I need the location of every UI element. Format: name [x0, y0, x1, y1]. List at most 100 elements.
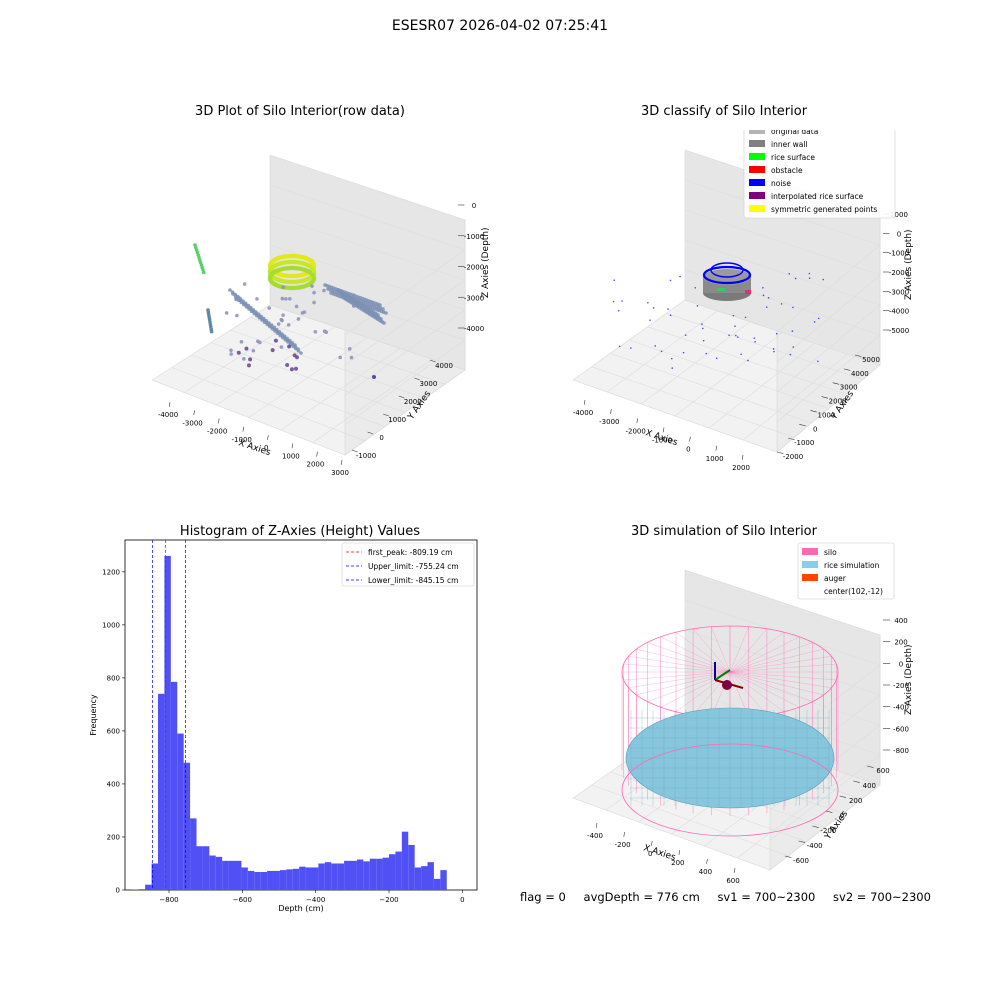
panel2-y-tick-label: 0	[813, 425, 817, 433]
panel2-title: 3D classify of Silo Interior	[640, 104, 808, 119]
raw-point	[287, 297, 292, 301]
histogram-x-tick-label: 0	[460, 896, 464, 904]
panel2-y-tick-label: 4000	[851, 370, 869, 378]
histogram-bar	[408, 844, 415, 890]
raw-point	[281, 313, 285, 317]
raw-point	[285, 336, 289, 341]
histogram-reference-lines	[152, 540, 186, 890]
noise-point	[660, 350, 663, 353]
panel2-legend-swatch	[749, 130, 765, 134]
histogram-bar	[267, 870, 274, 890]
raw-point	[372, 375, 376, 379]
noise-point	[613, 279, 616, 282]
noise-point	[736, 336, 739, 338]
raw-point	[296, 347, 300, 351]
panel2-legend-swatch	[749, 140, 765, 147]
panel4-legend-swatch	[802, 561, 818, 568]
raw-point	[242, 357, 246, 361]
histogram-x-ticks: −800 −600 −400 −200 0	[159, 890, 465, 904]
panel2-y-tick-label: -2000	[783, 453, 803, 461]
raw-point	[251, 348, 256, 353]
noise-point	[735, 334, 737, 337]
panel4-legend-label: center(102,-12)	[824, 587, 883, 596]
raw-point	[277, 330, 282, 334]
histogram-y-tick-label: 0	[116, 887, 120, 895]
histogram-xlabel: Depth (cm)	[278, 904, 323, 913]
silo-spoke	[729, 656, 832, 673]
histogram-bar	[260, 871, 268, 890]
histogram-bar	[324, 862, 332, 890]
noise-point	[788, 273, 791, 275]
raw-point	[255, 297, 259, 301]
raw-point	[256, 339, 260, 344]
noise-point	[808, 272, 811, 275]
ring-point	[311, 275, 317, 280]
histogram-bar	[344, 860, 351, 890]
panel1-y-tick-label: 2000	[404, 398, 422, 406]
histogram-bar	[312, 867, 319, 890]
panel2-z-tick-label: -4000	[889, 308, 909, 316]
raw-point	[351, 304, 356, 308]
silo-spoke	[660, 636, 731, 673]
noise-point	[734, 325, 736, 327]
panel1-y-tick-label: 4000	[435, 362, 453, 370]
panel2-z-tick-label: -5000	[889, 327, 909, 335]
raw-point	[224, 311, 229, 315]
histogram-bar	[376, 858, 383, 890]
silo-spoke	[729, 671, 824, 696]
panel2-zlabel: Z Axies (Depth)	[904, 229, 914, 300]
noise-point	[789, 353, 792, 356]
panel4-x-tick-label: -200	[615, 841, 631, 849]
histogram-ylabel: Frequency	[89, 694, 98, 736]
noise-point	[682, 351, 685, 354]
raw-point	[299, 351, 303, 355]
raw-point	[280, 332, 284, 336]
histogram-x-tick-label: −800	[159, 896, 178, 904]
raw-point	[293, 343, 297, 347]
panel4-z-ticks: 400 200 0 -200 -400 -600 -800	[883, 617, 909, 755]
noise-point	[669, 279, 672, 282]
raw-point	[288, 338, 292, 343]
panel4-silo-simulation	[621, 625, 839, 837]
raw-point	[379, 317, 383, 321]
raw-point	[272, 325, 276, 330]
histogram-bar	[228, 860, 235, 890]
histogram-x-tick-label: −200	[379, 896, 398, 904]
histogram-bar	[331, 863, 338, 890]
panel1-x-tick-label: 0	[264, 444, 268, 452]
noise-point	[612, 300, 615, 303]
noise-point	[670, 357, 673, 360]
noise-point	[792, 346, 795, 348]
panel1-y-tick-label: -1000	[356, 452, 376, 460]
noise-point	[794, 277, 797, 280]
panel4-zlabel: Z Axies (Depth)	[904, 644, 914, 715]
histogram-bar	[440, 870, 447, 890]
raw-point	[312, 290, 316, 295]
noise-point	[744, 316, 747, 319]
raw-point	[233, 292, 237, 297]
noise-point	[617, 309, 620, 312]
panel1-points	[193, 243, 388, 379]
figure-title: ESESR07 2026-04-02 07:25:41	[391, 18, 609, 34]
panel2-legend-swatch	[749, 205, 765, 212]
histogram-y-tick-label: 400	[107, 780, 120, 788]
panel1-x-tick-label: -1000	[232, 436, 252, 444]
histogram-bar	[170, 681, 178, 890]
panel4-xlabel: X Axies	[642, 843, 677, 863]
panel1-x-tick-label: -4000	[158, 411, 178, 419]
raw-point	[281, 285, 285, 290]
panel2-y-tick-label: -1000	[794, 439, 814, 447]
histogram-bar	[196, 846, 203, 890]
panel2-xlabel: X Axies	[644, 428, 679, 448]
raw-point	[294, 366, 299, 371]
panel2-legend-label: obstacle	[771, 166, 803, 175]
histogram-y-tick-label: 600	[107, 727, 120, 735]
panel1-z-tick-label: -2000	[464, 264, 484, 272]
silo-spoke	[729, 671, 768, 716]
panel1-z-tick-label: -1000	[464, 233, 484, 241]
histogram-bar	[235, 860, 242, 890]
panel4-y-tick-label: 600	[876, 767, 889, 775]
silo-spoke	[729, 671, 832, 688]
